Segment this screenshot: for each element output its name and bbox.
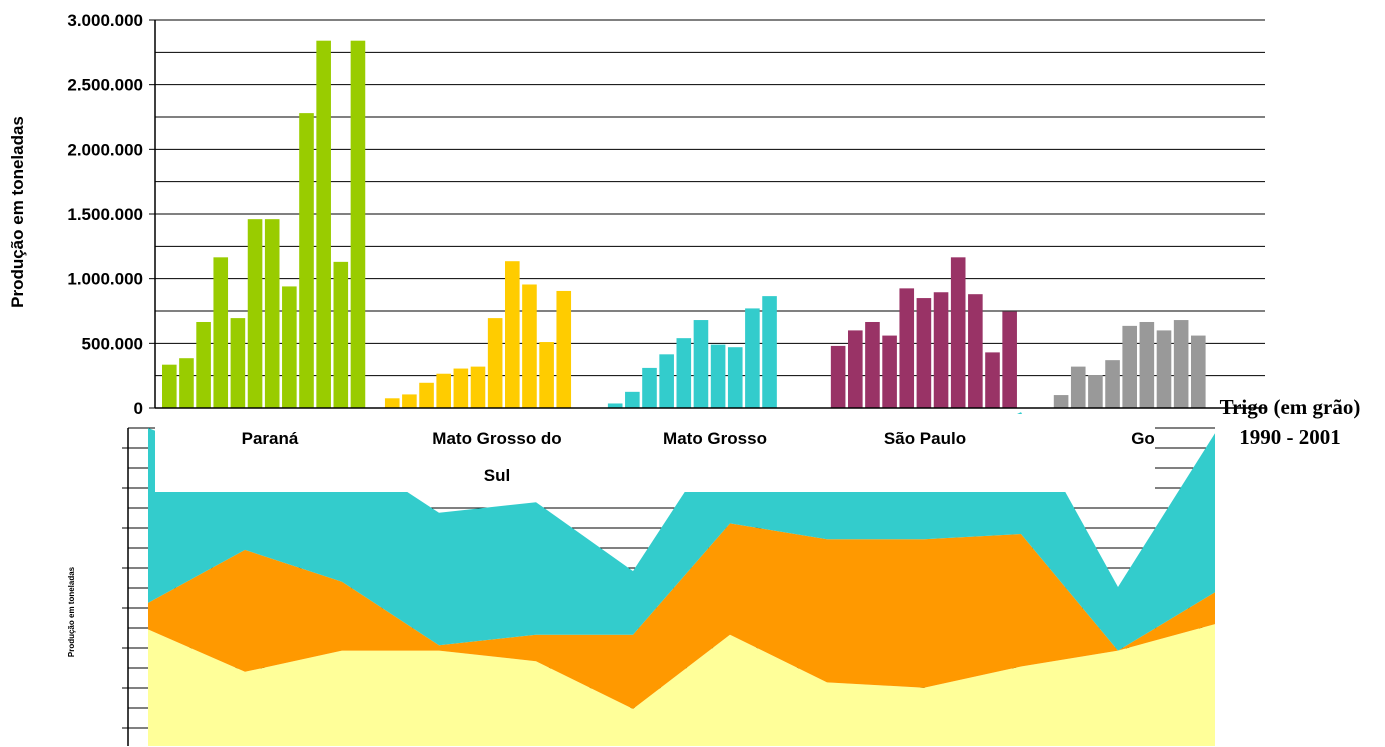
bar-2-1: [384, 398, 400, 408]
chart-title-line1: Trigo (em grão): [1220, 395, 1361, 419]
bar-axis: [149, 19, 1265, 409]
bar-1-8: [282, 286, 297, 408]
bar-4-10: [985, 352, 1000, 408]
bar-category-label: Go: [1131, 429, 1155, 448]
category-label-band: [155, 414, 1155, 492]
bar-y-tick-label: 2.000.000: [67, 140, 143, 159]
bar-4-8: [950, 257, 966, 408]
bar-1-4: [213, 257, 229, 408]
bar-2-7: [487, 318, 503, 408]
bar-4-5: [899, 288, 915, 408]
bar-1-1: [162, 364, 177, 408]
bar-4-6: [916, 298, 932, 408]
bar-1-5: [230, 318, 246, 408]
bar-y-tick-label: 3.000.000: [67, 11, 143, 30]
bar-2-10: [539, 342, 554, 408]
bar-2-4: [436, 373, 451, 408]
bar-5-7: [1156, 330, 1172, 408]
bar-2-8: [505, 261, 520, 408]
bar-category-label: São Paulo: [884, 429, 966, 448]
bar-1-11: [333, 261, 349, 408]
bar-y-tick-label: 500.000: [82, 334, 143, 353]
area-y-axis-label: Produção em toneladas: [67, 566, 76, 657]
bar-1-9: [299, 113, 314, 409]
bar-3-3: [642, 367, 657, 408]
bar-5-9: [1191, 335, 1206, 408]
bar-y-tick-labels: 0 500.000 1.000.000 1.500.000 2.000.000 2.500…: [67, 11, 143, 418]
bar-2-11: [556, 290, 572, 408]
bar-category-label: Paraná: [242, 429, 299, 448]
bar-4-11: [1002, 311, 1017, 408]
bar-5-1: [1053, 395, 1069, 408]
bar-2-2: [402, 394, 417, 408]
bar-5-6: [1139, 321, 1155, 408]
chart-title-line2: 1990 - 2001: [1239, 425, 1341, 449]
bar-1-10: [316, 40, 331, 409]
bar-5-4: [1105, 360, 1120, 408]
bar-3-4: [659, 354, 674, 408]
bar-3-8: [727, 347, 743, 408]
bar-3-2: [625, 391, 640, 408]
area-series-1: [148, 624, 1215, 746]
bar-y-axis-label: Produção em toneladas: [8, 116, 27, 308]
bar-5-2: [1070, 366, 1086, 408]
bar-y-tick-label: 2.500.000: [67, 76, 143, 95]
bar-5-5: [1122, 325, 1137, 408]
bar-4-3: [865, 321, 880, 408]
bar-y-tick-label: 1.000.000: [67, 270, 143, 289]
bar-1-7: [264, 219, 280, 408]
bar-3-10: [762, 296, 777, 408]
bar-3-1: [607, 403, 623, 408]
bar-3-6: [693, 320, 709, 408]
bar-2-3: [419, 382, 434, 408]
bar-y-tick-label: 0: [134, 399, 143, 418]
bar-2-5: [453, 368, 469, 408]
bar-4-1: [830, 345, 846, 408]
bar-1-6: [247, 219, 263, 408]
bar-series: [162, 40, 1206, 409]
bar-4-4: [882, 335, 897, 408]
bar-category-labels: Paraná Mato Grosso do Sul Mato Grosso São Pa…: [242, 429, 1155, 485]
bar-1-2: [179, 358, 194, 408]
bar-2-9: [522, 284, 537, 408]
area-axis: [122, 428, 129, 746]
bar-category-label: Sul: [484, 466, 510, 485]
bar-4-9: [968, 294, 983, 408]
bar-5-8: [1173, 320, 1189, 408]
area-series-2: [148, 523, 1215, 709]
bar-category-label: Mato Grosso do: [432, 429, 561, 448]
bar-category-label: Mato Grosso: [663, 429, 767, 448]
bar-3-9: [745, 308, 760, 408]
bar-4-2: [848, 330, 863, 408]
bar-4-7: [933, 292, 949, 408]
bar-chart: 0 500.000 1.000.000 1.500.000 2.000.000 2.500…: [8, 11, 1265, 418]
bar-3-5: [676, 338, 692, 408]
bar-1-3: [196, 321, 211, 408]
bar-1-12: [350, 40, 366, 409]
bar-3-7: [710, 344, 726, 408]
bar-5-3: [1088, 375, 1103, 408]
bar-2-6: [470, 366, 486, 408]
bar-y-tick-label: 1.500.000: [67, 205, 143, 224]
